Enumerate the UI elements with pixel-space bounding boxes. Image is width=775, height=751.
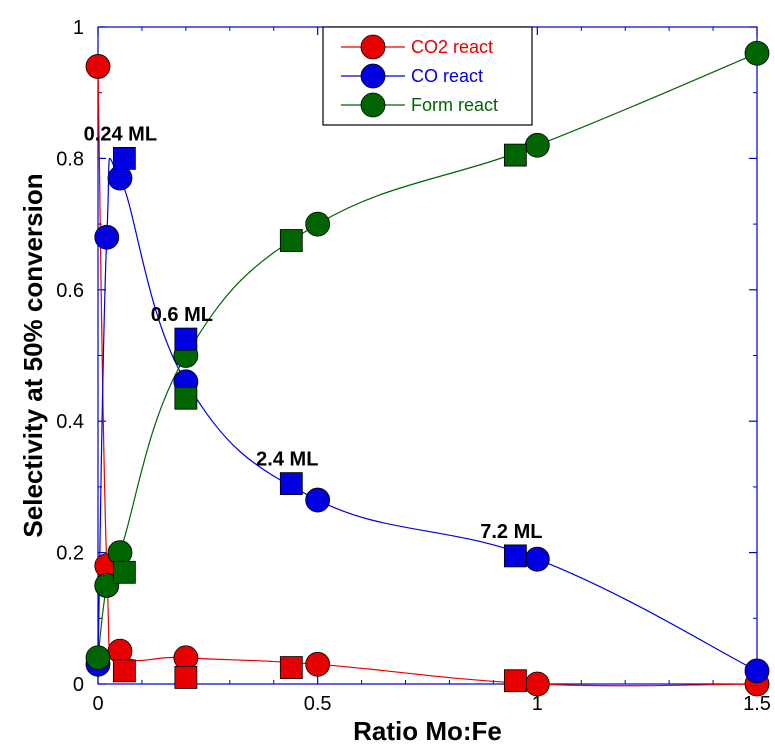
legend-marker <box>360 63 386 89</box>
data-point-square <box>174 327 198 351</box>
data-point-circle <box>94 573 120 598</box>
data-point-square <box>503 143 527 167</box>
data-point-circle <box>524 546 550 572</box>
data-point-circle <box>744 40 770 66</box>
data-point-circle <box>305 487 331 513</box>
data-point-square <box>174 666 198 689</box>
data-point-square <box>279 472 303 496</box>
data-point-square <box>112 560 136 584</box>
data-point-circle <box>305 651 331 677</box>
annotation-label: 0.6 ML <box>151 304 213 326</box>
data-point-circle <box>524 671 550 697</box>
x-tick-label: 1.5 <box>743 693 771 715</box>
y-tick-label: 0.8 <box>56 148 84 170</box>
annotation-label: 2.4 ML <box>256 449 318 471</box>
data-point-circle <box>85 54 111 79</box>
y-tick-label: 0.4 <box>56 411 84 433</box>
y-tick-label: 0 <box>73 674 84 696</box>
legend: CO2 react CO react Form react <box>322 26 533 126</box>
y-axis-title: Selectivity at 50% conversion <box>18 173 48 537</box>
data-point-circle <box>94 224 120 250</box>
data-point-square <box>279 656 303 679</box>
y-tick-label: 0.6 <box>56 280 84 302</box>
data-point-square <box>174 386 198 410</box>
x-axis-title: Ratio Mo:Fe <box>353 716 502 746</box>
data-point-square <box>112 146 136 170</box>
annotations: 0.24 ML 0.6 ML 2.4 ML 7.2 ML <box>84 123 543 542</box>
annotation-label: 7.2 ML <box>480 521 542 543</box>
y-tick-label: 1 <box>73 17 84 39</box>
annotation-label: 0.24 ML <box>84 123 157 145</box>
data-point-circle <box>744 658 770 684</box>
x-tick-label: 0 <box>92 693 103 715</box>
data-point-circle <box>524 132 550 158</box>
legend-label: CO react <box>411 66 483 86</box>
series-lines <box>97 52 758 687</box>
y-tick-label: 0.2 <box>56 543 84 565</box>
series-markers <box>85 40 770 697</box>
data-point-circle <box>305 211 331 237</box>
legend-label: CO2 react <box>411 37 493 57</box>
series-line <box>97 157 758 672</box>
legend-marker <box>360 34 386 60</box>
data-point-square <box>503 669 527 693</box>
legend-marker <box>360 92 386 118</box>
x-tick-label: 1 <box>532 693 543 715</box>
legend-label: Form react <box>411 95 498 115</box>
data-point-square <box>112 659 136 683</box>
x-tick-label: 0.5 <box>304 693 332 715</box>
data-point-square <box>503 544 527 568</box>
data-point-square <box>279 229 303 252</box>
data-point-circle <box>85 645 111 671</box>
